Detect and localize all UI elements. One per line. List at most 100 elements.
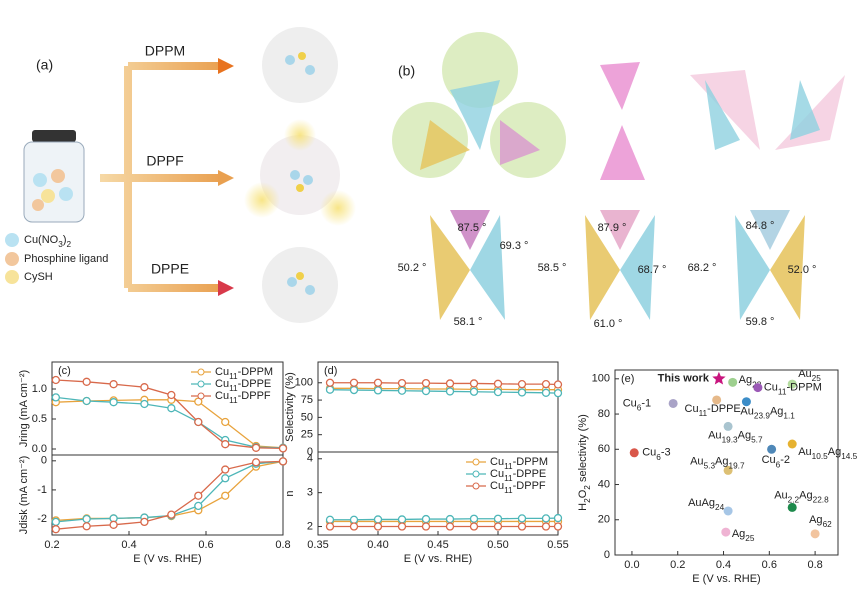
y-tick-label: 4 xyxy=(307,453,313,465)
data-point xyxy=(109,398,118,407)
data-point xyxy=(421,378,431,388)
legend-swatch xyxy=(5,270,19,284)
y-tick-label: 2 xyxy=(307,520,313,532)
x-tick-label: 0.2 xyxy=(670,559,685,571)
point-label: Cu6-1 xyxy=(623,397,651,412)
x-tick-label: 0.8 xyxy=(275,539,290,551)
point-label: Cu11-DPPM xyxy=(764,382,822,397)
x-tick-label: 0.40 xyxy=(367,539,388,551)
angle-label: 69.3 ° xyxy=(500,240,529,252)
y-axis-label: Jdisk (mA cm⁻²) xyxy=(18,456,30,535)
angle-label: 52.0 ° xyxy=(788,264,817,276)
data-point xyxy=(787,379,797,389)
y-axis-label: Selectivity (%) xyxy=(284,372,296,442)
legend-marker xyxy=(197,380,205,388)
y-axis-label: H2O2 selectivity (%) xyxy=(577,414,592,511)
angle-label: 68.7 ° xyxy=(638,264,667,276)
point-label: Ag62 xyxy=(809,514,832,529)
data-point xyxy=(517,380,527,389)
y-tick-label: 60 xyxy=(598,443,610,455)
ligand-label: DPPE xyxy=(151,261,189,277)
x-axis-label: E (V vs. RHE) xyxy=(404,553,472,565)
y-tick-label: 0 xyxy=(41,455,47,467)
data-point xyxy=(445,522,455,531)
point-label: This work xyxy=(658,373,710,385)
data-point xyxy=(373,378,383,387)
plot-frame xyxy=(614,369,839,556)
data-point xyxy=(723,465,733,475)
data-point xyxy=(493,379,503,388)
point-label: Au19.3Ag5.7 xyxy=(708,429,763,444)
data-point xyxy=(397,522,407,531)
data-point xyxy=(51,525,60,534)
data-point xyxy=(82,377,91,386)
y-axis-label: n xyxy=(284,490,296,496)
data-point xyxy=(167,510,176,519)
y-tick-label: 0 xyxy=(604,549,610,561)
legend-label: Phosphine ligand xyxy=(24,253,108,265)
y-tick-label: 0.5 xyxy=(32,413,47,425)
data-point xyxy=(325,522,335,531)
data-point xyxy=(541,388,551,397)
data-point xyxy=(753,383,763,393)
legend-marker xyxy=(197,368,205,376)
legend-marker xyxy=(472,482,480,490)
x-axis-label: E (V vs. RHE) xyxy=(692,573,760,585)
ligand-label: DPPM xyxy=(145,43,185,59)
data-point xyxy=(373,522,383,531)
x-tick-label: 0.50 xyxy=(487,539,508,551)
data-point xyxy=(278,444,288,453)
legend-label: CySH xyxy=(24,271,53,283)
x-tick-label: 0.4 xyxy=(716,559,731,571)
point-label: Au5.3Ag19.7 xyxy=(690,455,745,470)
ligand-label: DPPF xyxy=(146,153,183,169)
data-point xyxy=(109,380,118,389)
panel-b-art xyxy=(392,32,845,320)
data-point xyxy=(767,444,777,454)
x-axis-label: E (V vs. RHE) xyxy=(133,553,201,565)
point-label: Cu6-2 xyxy=(762,454,790,469)
data-point xyxy=(349,515,359,524)
x-tick-label: 0.45 xyxy=(427,539,448,551)
data-point xyxy=(325,378,335,387)
data-point xyxy=(221,465,230,474)
data-point xyxy=(51,393,60,402)
data-point xyxy=(421,386,431,396)
legend-marker xyxy=(472,470,480,478)
data-point xyxy=(810,529,820,539)
y-tick-label: 0 xyxy=(307,446,313,458)
data-point xyxy=(445,387,455,396)
data-point xyxy=(723,421,733,431)
point-label: Cu6-3 xyxy=(642,447,670,462)
y-tick-label: 50 xyxy=(301,411,313,423)
data-point xyxy=(278,457,288,466)
y-tick-label: 80 xyxy=(598,408,610,420)
data-point xyxy=(167,390,176,400)
data-point xyxy=(397,386,407,395)
data-point xyxy=(194,417,203,427)
data-point xyxy=(553,522,563,531)
data-point xyxy=(553,380,563,389)
data-point xyxy=(373,515,383,524)
data-point xyxy=(140,383,149,392)
data-point xyxy=(541,380,551,389)
point-label: AuAg24 xyxy=(688,497,725,512)
data-point xyxy=(445,514,455,524)
data-point xyxy=(349,378,359,387)
panel-label: (a) xyxy=(36,57,53,73)
data-point xyxy=(251,443,261,452)
angle-label: 59.8 ° xyxy=(746,316,775,328)
data-point xyxy=(553,513,563,523)
data-point xyxy=(541,514,551,523)
data-point xyxy=(723,506,733,516)
data-point xyxy=(721,527,731,537)
data-point xyxy=(629,448,639,458)
point-label: Au23.9Ag1.1 xyxy=(740,406,795,421)
data-point xyxy=(140,399,149,409)
data-point xyxy=(469,379,479,388)
data-point xyxy=(221,474,230,483)
data-point xyxy=(668,398,678,408)
y-tick-label: 100 xyxy=(295,377,313,389)
data-point xyxy=(194,491,203,500)
